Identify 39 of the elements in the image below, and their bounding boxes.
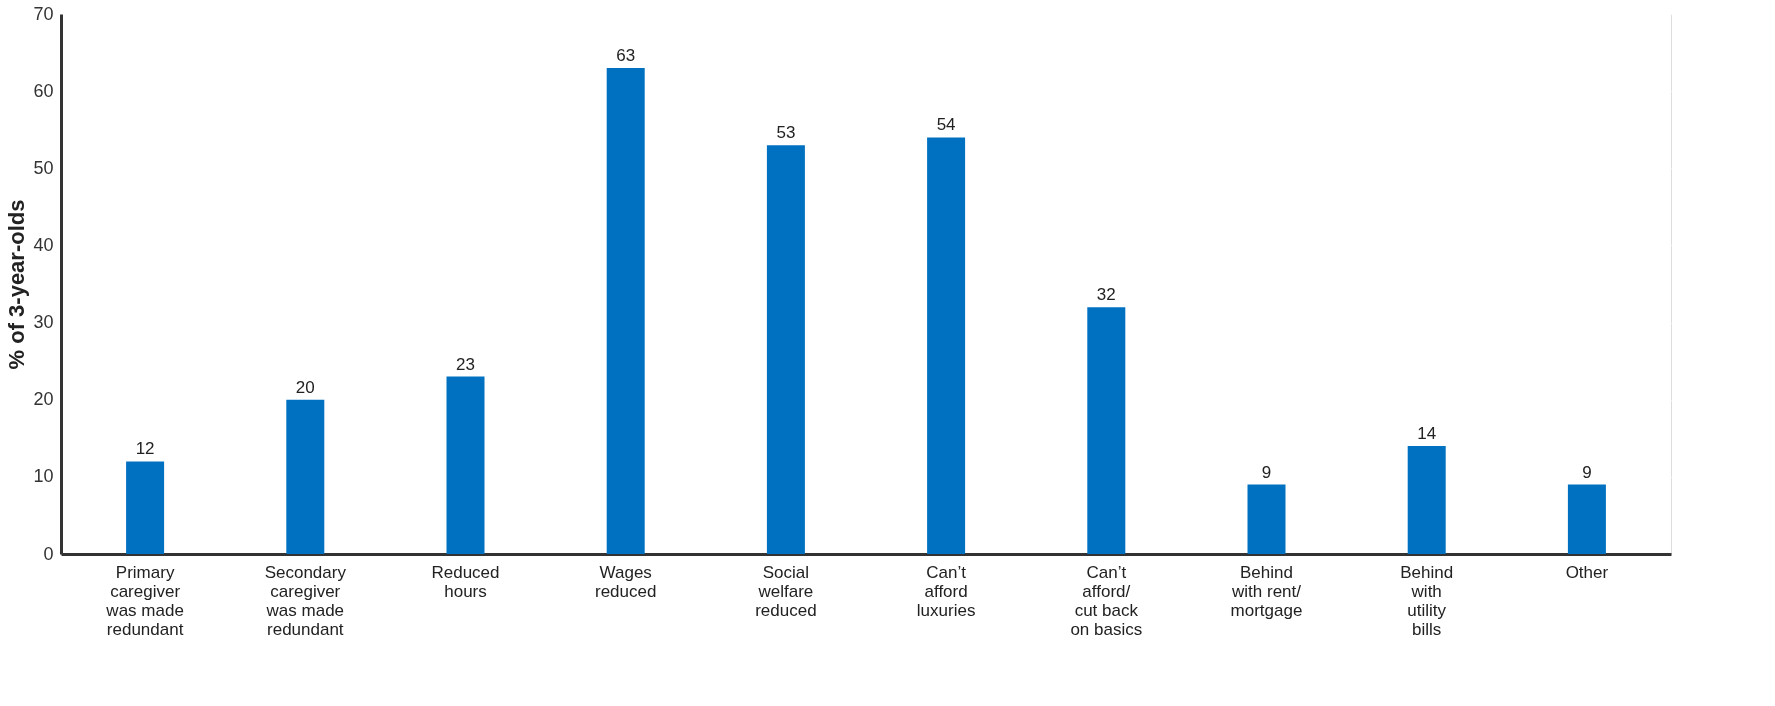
x-tick-label: Can’t afford luxuries [916, 562, 976, 620]
y-tick-label: 50 [33, 157, 54, 178]
x-tick-label: Reduced hours [431, 562, 500, 601]
y-tick-label: 30 [33, 312, 54, 333]
data-label: 32 [1096, 285, 1116, 305]
data-label: 63 [616, 46, 636, 65]
x-tick-label: Behind with utility bills [1400, 562, 1454, 639]
bar [766, 145, 805, 554]
y-tick-label: 10 [33, 466, 54, 487]
data-label: 9 [1582, 462, 1592, 482]
bar [927, 137, 966, 554]
x-tick-label: Primary caregiver was made redundant [105, 562, 184, 639]
bar [286, 399, 325, 554]
data-label: 20 [295, 377, 315, 397]
data-label: 53 [776, 123, 796, 143]
bar [606, 68, 645, 554]
bar [126, 461, 165, 554]
bar [1087, 307, 1126, 554]
bar [446, 376, 485, 554]
bar [1567, 484, 1606, 554]
data-label: 23 [456, 354, 475, 374]
y-tick-label: 70 [33, 3, 54, 24]
bar [1247, 484, 1286, 554]
x-tick-label: Can’t afford/ cut back on basics [1070, 562, 1143, 639]
x-tick-label: Secondary caregiver was made redundant [264, 562, 347, 639]
x-tick-label: Wages reduced [594, 562, 657, 601]
y-tick-label: 60 [33, 80, 54, 101]
data-label: 12 [135, 439, 155, 459]
y-tick-label: 20 [33, 389, 54, 410]
data-label: 14 [1417, 424, 1437, 443]
x-tick-label: Other [1565, 562, 1609, 582]
x-tick-label: Social welfare reduced [755, 562, 817, 620]
data-label: 54 [936, 115, 956, 135]
data-label: 9 [1261, 462, 1272, 482]
y-tick-label: 40 [33, 234, 54, 255]
bar [1407, 446, 1446, 554]
x-tick-label: Behind with rent/ mortgage [1230, 562, 1303, 620]
y-tick-label: 0 [43, 543, 54, 564]
y-axis-title: % of 3-year-olds [4, 199, 30, 370]
